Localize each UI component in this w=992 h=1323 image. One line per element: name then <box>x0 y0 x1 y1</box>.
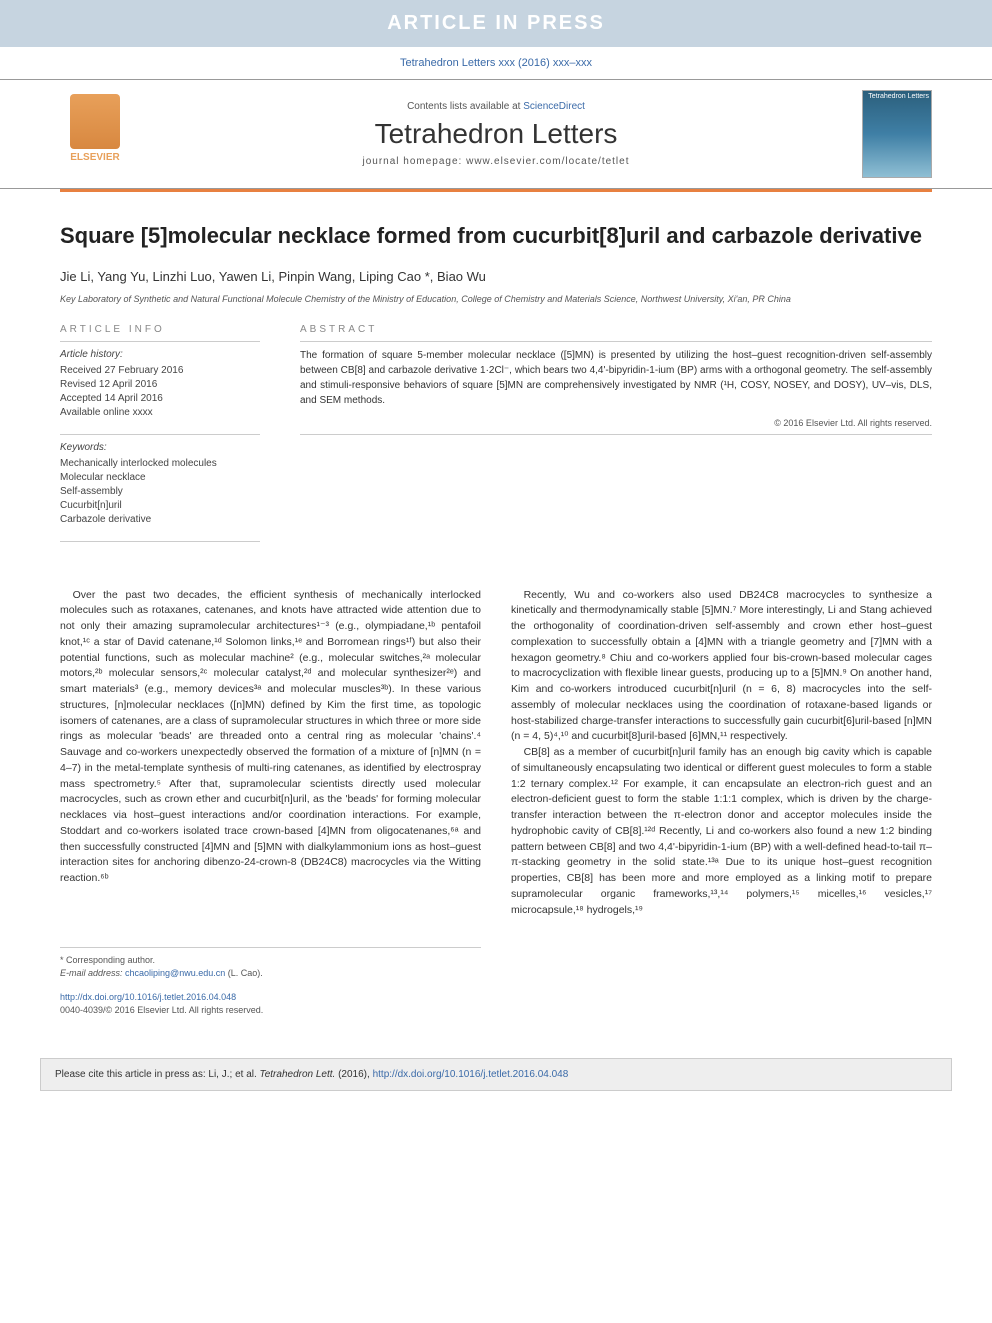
cite-prefix: Please cite this article in press as: Li… <box>55 1069 260 1080</box>
abstract-text: The formation of square 5-member molecul… <box>300 348 932 408</box>
abstract-heading: ABSTRACT <box>300 324 932 335</box>
history-item: Accepted 14 April 2016 <box>60 392 260 406</box>
homepage-prefix: journal homepage: <box>362 156 466 167</box>
journal-header: ELSEVIER Contents lists available at Sci… <box>0 79 992 189</box>
body-para: Over the past two decades, the efficient… <box>60 588 481 887</box>
cover-label: Tetrahedron Letters <box>868 93 929 100</box>
keywords-block: Keywords: Mechanically interlocked molec… <box>60 441 260 527</box>
corresponding-author: * Corresponding author. <box>60 954 481 968</box>
email-label: E-mail address: <box>60 968 125 978</box>
authors: Jie Li, Yang Yu, Linzhi Luo, Yawen Li, P… <box>60 269 932 284</box>
contents-prefix: Contents lists available at <box>407 101 523 112</box>
doi-link[interactable]: http://dx.doi.org/10.1016/j.tetlet.2016.… <box>60 992 236 1002</box>
abstract: ABSTRACT The formation of square 5-membe… <box>300 324 932 548</box>
sciencedirect-link[interactable]: ScienceDirect <box>523 101 585 112</box>
doi-line: http://dx.doi.org/10.1016/j.tetlet.2016.… <box>60 991 481 1005</box>
abstract-copyright: © 2016 Elsevier Ltd. All rights reserved… <box>300 418 932 428</box>
cite-link[interactable]: http://dx.doi.org/10.1016/j.tetlet.2016.… <box>373 1069 569 1080</box>
journal-cover-thumb[interactable]: Tetrahedron Letters <box>862 90 932 178</box>
article-info: ARTICLE INFO Article history: Received 2… <box>60 324 260 548</box>
citation-box: Please cite this article in press as: Li… <box>40 1058 952 1091</box>
affiliation: Key Laboratory of Synthetic and Natural … <box>60 294 932 304</box>
history-item: Available online xxxx <box>60 406 260 420</box>
journal-name: Tetrahedron Letters <box>130 118 862 150</box>
keyword-item: Molecular necklace <box>60 471 260 485</box>
history-item: Received 27 February 2016 <box>60 364 260 378</box>
body-col-left: Over the past two decades, the efficient… <box>60 588 481 1018</box>
body-columns: Over the past two decades, the efficient… <box>60 588 932 1018</box>
history-item: Revised 12 April 2016 <box>60 378 260 392</box>
header-center: Contents lists available at ScienceDirec… <box>130 101 862 167</box>
keywords-title: Keywords: <box>60 441 260 455</box>
elsevier-label: ELSEVIER <box>70 152 119 163</box>
issn-line: 0040-4039/© 2016 Elsevier Ltd. All right… <box>60 1004 481 1018</box>
cite-year: (2016), <box>335 1069 372 1080</box>
body-para: CB[8] as a member of cucurbit[n]uril fam… <box>511 745 932 918</box>
keyword-item: Self-assembly <box>60 485 260 499</box>
citation-line: Tetrahedron Letters xxx (2016) xxx–xxx <box>0 47 992 79</box>
elsevier-logo[interactable]: ELSEVIER <box>60 94 130 174</box>
article-history: Article history: Received 27 February 20… <box>60 348 260 420</box>
cite-journal: Tetrahedron Lett. <box>260 1069 336 1080</box>
homepage-url[interactable]: www.elsevier.com/locate/tetlet <box>466 156 629 167</box>
email-line: E-mail address: chcaoliping@nwu.edu.cn (… <box>60 967 481 981</box>
article-title: Square [5]molecular necklace formed from… <box>60 222 932 251</box>
article-in-press-banner: ARTICLE IN PRESS <box>0 0 992 47</box>
keyword-item: Carbazole derivative <box>60 513 260 527</box>
history-title: Article history: <box>60 348 260 362</box>
article-info-heading: ARTICLE INFO <box>60 324 260 335</box>
email-suffix: (L. Cao). <box>225 968 263 978</box>
homepage-line: journal homepage: www.elsevier.com/locat… <box>130 156 862 167</box>
keyword-item: Cucurbit[n]uril <box>60 499 260 513</box>
contents-line: Contents lists available at ScienceDirec… <box>130 101 862 112</box>
body-para: Recently, Wu and co-workers also used DB… <box>511 588 932 746</box>
body-col-right: Recently, Wu and co-workers also used DB… <box>511 588 932 1018</box>
keyword-item: Mechanically interlocked molecules <box>60 457 260 471</box>
email-link[interactable]: chcaoliping@nwu.edu.cn <box>125 968 225 978</box>
elsevier-tree-icon <box>70 94 120 149</box>
footnotes: * Corresponding author. E-mail address: … <box>60 947 481 981</box>
info-abstract-row: ARTICLE INFO Article history: Received 2… <box>60 324 932 548</box>
